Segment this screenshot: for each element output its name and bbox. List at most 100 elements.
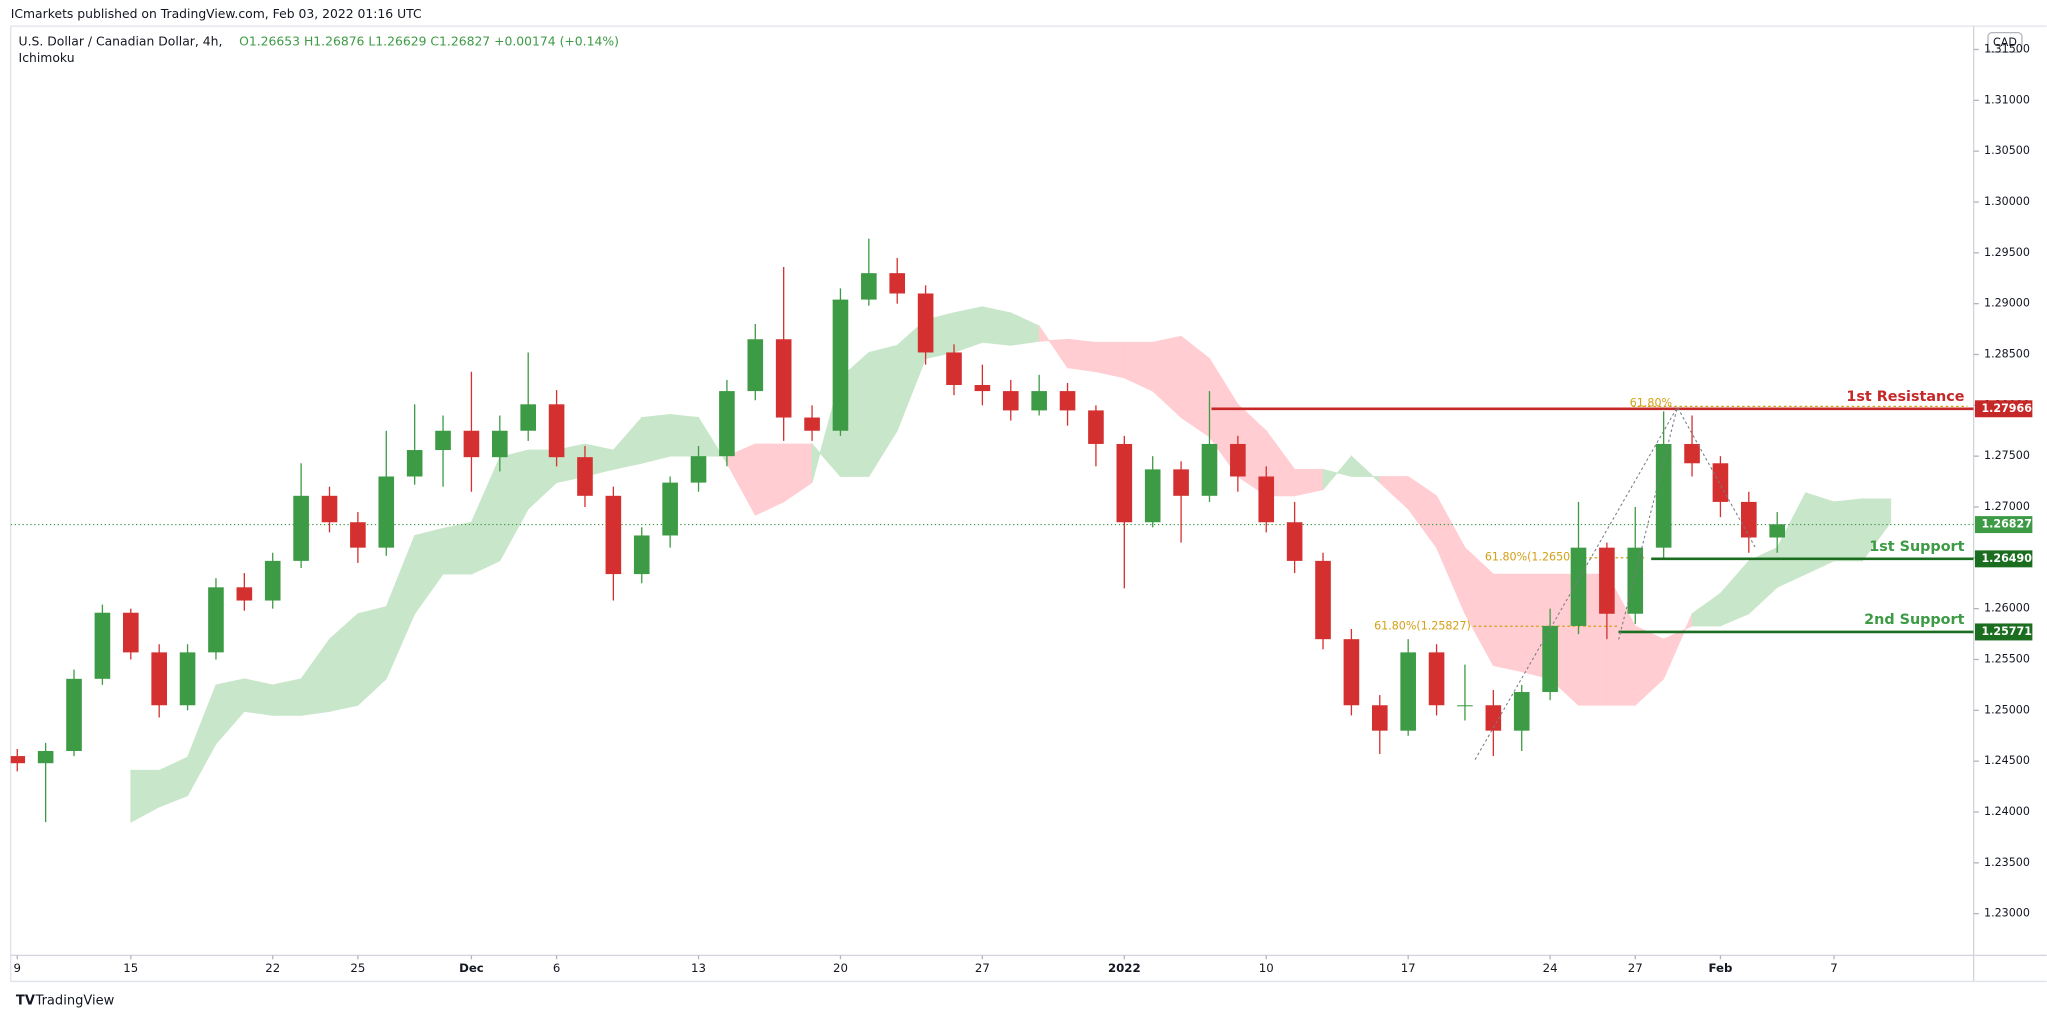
- candle-body: [1428, 652, 1445, 706]
- level-price-box: [1974, 623, 2033, 641]
- candle-body: [66, 678, 82, 751]
- x-tick-label: 13: [691, 961, 706, 975]
- fib-label: 61.80%: [1630, 397, 1672, 410]
- candle-body: [832, 299, 849, 431]
- x-tick-label: Dec: [459, 961, 484, 975]
- cloud-segment: [641, 414, 671, 464]
- level-name: 2nd Support: [1864, 612, 1964, 628]
- candle-body: [804, 417, 820, 431]
- candle-body: [492, 430, 508, 458]
- cloud-segment: [272, 678, 302, 716]
- x-tick-label: 22: [265, 961, 280, 975]
- candle-body: [1712, 463, 1729, 502]
- candle-body: [1088, 410, 1104, 444]
- candle-body: [1315, 560, 1331, 640]
- x-tick-label: 17: [1401, 961, 1416, 975]
- x-tick-label: 20: [833, 961, 848, 975]
- x-tick-label: 27: [1628, 961, 1643, 975]
- x-tick-label: 24: [1543, 961, 1558, 975]
- y-tick-label: 1.31000: [1984, 93, 2030, 106]
- x-tick-label: 15: [123, 961, 138, 975]
- cloud-segment: [442, 521, 472, 575]
- candle-body: [1684, 443, 1700, 464]
- x-tick-label: 6: [553, 961, 560, 975]
- fib-label: 61.80%(1.26501): [1485, 551, 1582, 564]
- y-tick-label: 1.30000: [1984, 195, 2030, 208]
- candle-body: [747, 339, 764, 392]
- candle-body: [463, 430, 480, 458]
- y-tick-label: 1.23500: [1984, 856, 2030, 869]
- y-tick-label: 1.31500: [1984, 42, 2030, 55]
- y-tick-label: 1.26000: [1984, 602, 2030, 615]
- y-tick-label: 1.30500: [1984, 144, 2030, 157]
- candle-body: [1343, 639, 1360, 706]
- x-tick-label: 27: [975, 961, 990, 975]
- fib-guide: [1474, 406, 1757, 760]
- level-price-label: 1.26490: [1981, 552, 2032, 565]
- level-price-label: 1.25771: [1981, 625, 2031, 638]
- candle-body: [1485, 705, 1502, 731]
- candle-body: [1570, 547, 1587, 626]
- candle-body: [406, 450, 423, 477]
- symbol-title: U.S. Dollar / Canadian Dollar, 4h,: [19, 33, 223, 48]
- candle-body: [1655, 443, 1672, 548]
- y-tick-label: 1.23000: [1984, 907, 2030, 920]
- candle-body: [293, 495, 309, 561]
- cloud-segment: [1833, 498, 1863, 562]
- x-tick-label: 25: [350, 961, 365, 975]
- candle-body: [151, 652, 167, 706]
- candle-body: [179, 652, 196, 706]
- y-tick-label: 1.27000: [1984, 500, 2030, 513]
- candle-body: [861, 273, 877, 300]
- candle-body: [1258, 476, 1275, 523]
- candle-body: [719, 391, 735, 457]
- x-tick-label: 10: [1259, 961, 1274, 975]
- candle-body: [1513, 692, 1530, 731]
- level-price-label: 1.27966: [1981, 402, 2032, 415]
- candle-body: [122, 612, 139, 653]
- candle-body: [974, 384, 991, 392]
- publisher-note: ICmarkets published on TradingView.com, …: [11, 6, 422, 21]
- candle-body: [1457, 705, 1473, 707]
- candle-body: [435, 430, 451, 451]
- level-name: 1st Resistance: [1846, 389, 1964, 405]
- candle-body: [208, 587, 224, 653]
- y-tick-label: 1.29500: [1984, 246, 2030, 259]
- candle-body: [520, 404, 537, 431]
- candle-body: [775, 339, 792, 418]
- cloud-segment: [1067, 338, 1097, 373]
- candle-body: [378, 476, 395, 548]
- candle-body: [1116, 443, 1133, 523]
- candle-body: [1769, 524, 1786, 538]
- candle-body: [1542, 625, 1558, 693]
- y-tick-label: 1.24500: [1984, 754, 2030, 767]
- candle-body: [1371, 705, 1388, 731]
- candle-body: [1031, 391, 1047, 411]
- candle-body: [1286, 522, 1303, 561]
- candle-body: [321, 495, 338, 523]
- candle-body: [662, 482, 678, 536]
- currency-label: CAD: [1993, 36, 2017, 49]
- candle-body: [1741, 501, 1757, 538]
- indicator-name: Ichimoku: [19, 50, 75, 65]
- cloud-segment: [1095, 341, 1125, 379]
- candle-body: [633, 535, 650, 575]
- candle-body: [889, 273, 906, 294]
- candle-body: [1173, 469, 1189, 496]
- candle-body: [577, 457, 593, 496]
- brand-name: TradingView: [35, 994, 115, 1009]
- x-tick-label: 9: [14, 961, 21, 975]
- candle-body: [1144, 469, 1161, 523]
- candle-body: [1627, 547, 1644, 614]
- candle-body: [264, 560, 281, 601]
- candle-body: [1599, 547, 1615, 614]
- plot-area: 61.80% 61.80%(1.26501) 61.80%(1.25827): [10, 238, 1974, 823]
- cloud-segment: [243, 678, 274, 716]
- candle-body: [350, 522, 366, 548]
- level-name: 1st Support: [1869, 539, 1964, 555]
- y-tick-label: 1.25000: [1984, 703, 2030, 716]
- candle-body: [690, 456, 707, 483]
